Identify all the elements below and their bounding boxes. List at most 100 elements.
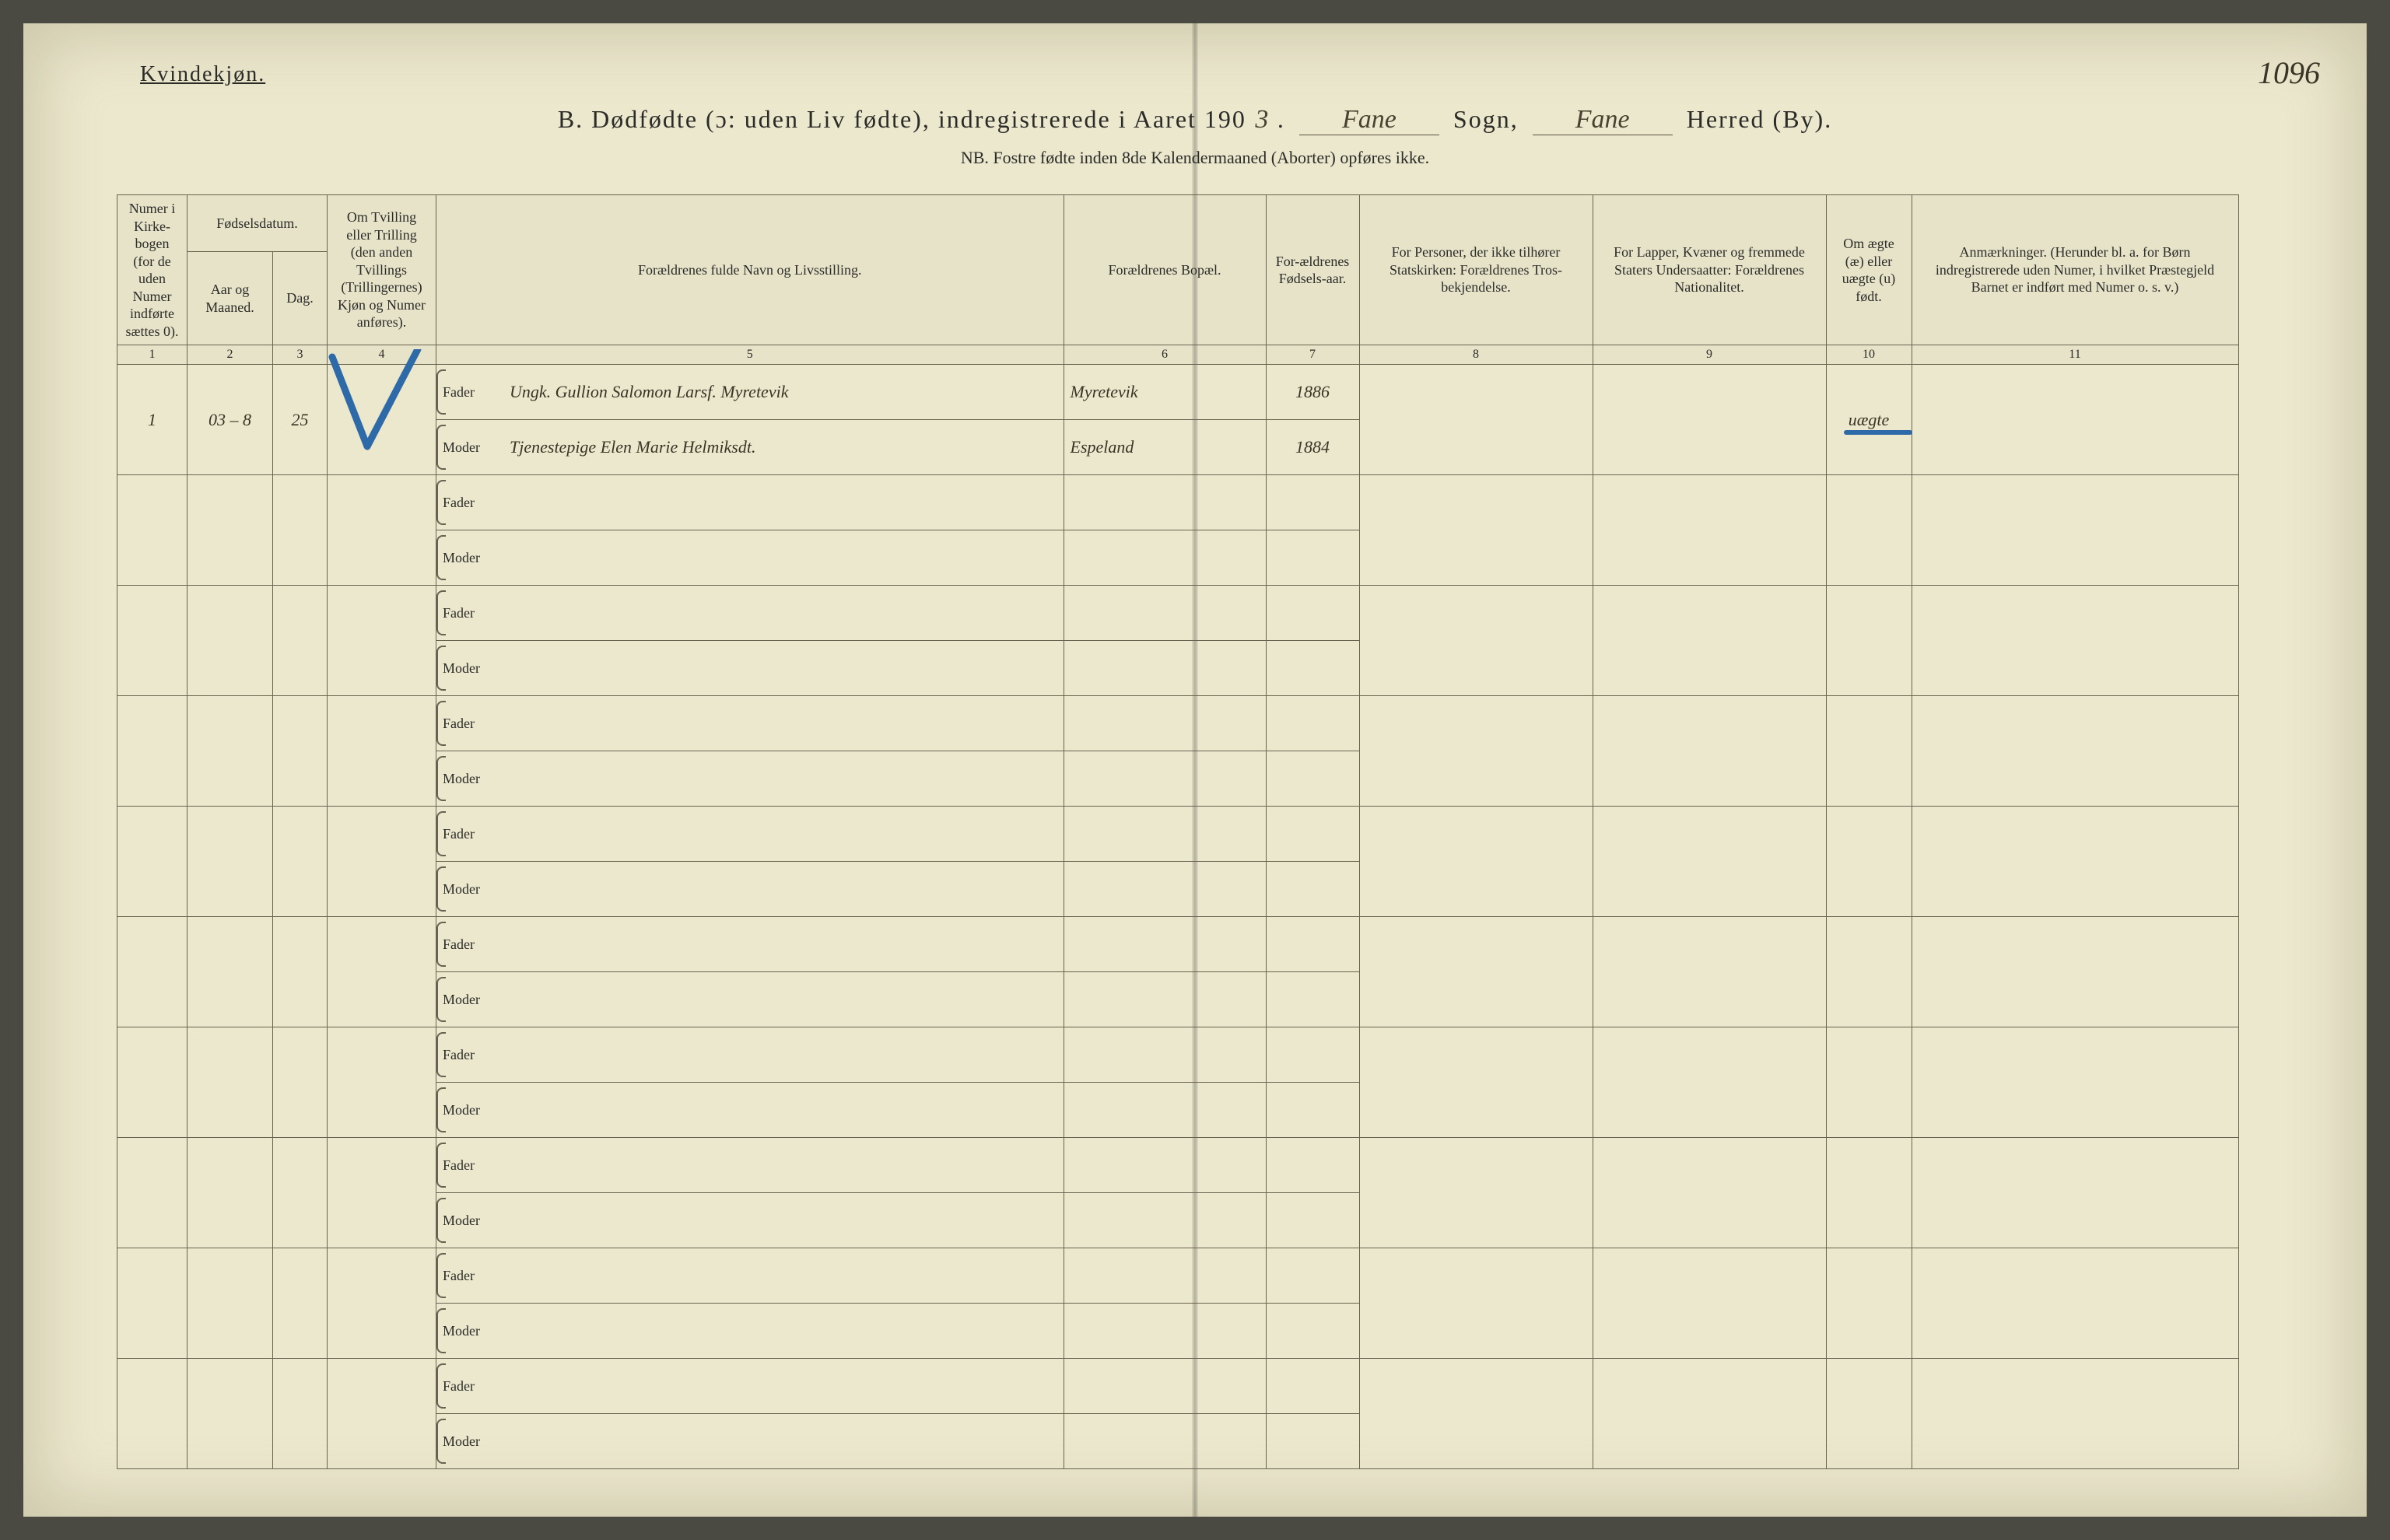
blank-nat — [1593, 1138, 1826, 1248]
blank-twin — [328, 1138, 436, 1248]
blank-moder-aar — [1266, 972, 1359, 1027]
blank-twin — [328, 1027, 436, 1138]
aegte-cell: uægte — [1826, 365, 1912, 475]
blank-moder-name — [503, 530, 1064, 586]
blank-fader-aar — [1266, 475, 1359, 530]
blank-moder-bopel — [1064, 530, 1266, 586]
fader-aar: 1886 — [1266, 365, 1359, 420]
blank-twin — [328, 917, 436, 1027]
blank-anm — [1912, 696, 2238, 807]
blank-twin — [328, 807, 436, 917]
blank-moder-aar — [1266, 641, 1359, 696]
blank-fader-name — [503, 807, 1064, 862]
blank-aar — [187, 1138, 273, 1248]
entry-dag: 25 — [273, 365, 328, 475]
blank-moder-name — [503, 751, 1064, 807]
blank-moder-aar — [1266, 751, 1359, 807]
blank-moder-name — [503, 1083, 1064, 1138]
title-prefix: B. Dødfødte (ɔ: uden Liv fødte), indregi… — [558, 105, 1246, 134]
blank-dag — [273, 1359, 328, 1469]
blank-fader-bopel — [1064, 1359, 1266, 1414]
blank-fader-bopel — [1064, 586, 1266, 641]
blank-anm — [1912, 917, 2238, 1027]
col-10-header: Om ægte (æ) eller uægte (u) født. — [1826, 195, 1912, 345]
blank-fader-name — [503, 1027, 1064, 1083]
blue-check-icon — [324, 349, 426, 458]
blank-moder-name — [503, 862, 1064, 917]
blank-anm — [1912, 475, 2238, 586]
table-head: Numer i Kirke-bogen (for de uden Numer i… — [117, 195, 2239, 365]
blank-aar — [187, 1248, 273, 1359]
moder-label: Moder — [436, 751, 504, 807]
blank-aar — [187, 917, 273, 1027]
blank-fader-name — [503, 696, 1064, 751]
blank-dag — [273, 1138, 328, 1248]
col-2-header-top: Fødselsdatum. — [187, 195, 328, 252]
blank-nat — [1593, 917, 1826, 1027]
ledger-table: Numer i Kirke-bogen (for de uden Numer i… — [117, 194, 2239, 1469]
blank-fader-name — [503, 1138, 1064, 1193]
blank-fader-bopel — [1064, 1138, 1266, 1193]
blank-row-fader: Fader — [117, 1138, 2239, 1193]
col-num-9: 9 — [1593, 345, 1826, 365]
blank-nat — [1593, 1248, 1826, 1359]
entry-num: 1 — [117, 365, 187, 475]
title-period: . — [1277, 105, 1285, 134]
blank-row-fader: Fader — [117, 475, 2239, 530]
col-9-header: For Lapper, Kvæner og fremmede Staters U… — [1593, 195, 1826, 345]
blank-moder-bopel — [1064, 1193, 1266, 1248]
blank-aegte — [1826, 807, 1912, 917]
moder-label: Moder — [436, 1083, 504, 1138]
blank-anm — [1912, 807, 2238, 917]
blank-fader-name — [503, 475, 1064, 530]
blank-fader-name — [503, 1248, 1064, 1304]
ledger-page: Kvindekjøn. 1096 B. Dødfødte (ɔ: uden Li… — [23, 23, 2367, 1517]
blank-fader-name — [503, 917, 1064, 972]
blank-tros — [1359, 696, 1593, 807]
blank-row-fader: Fader — [117, 917, 2239, 972]
fader-label: Fader — [436, 807, 504, 862]
blank-row-fader: Fader — [117, 696, 2239, 751]
blank-moder-bopel — [1064, 641, 1266, 696]
blank-nat — [1593, 1359, 1826, 1469]
fader-bopel: Myretevik — [1064, 365, 1266, 420]
blank-aegte — [1826, 475, 1912, 586]
blank-aegte — [1826, 1359, 1912, 1469]
blank-moder-bopel — [1064, 862, 1266, 917]
blank-aegte — [1826, 917, 1912, 1027]
col-num-10: 10 — [1826, 345, 1912, 365]
blank-fader-aar — [1266, 696, 1359, 751]
blank-fader-bopel — [1064, 475, 1266, 530]
nat-cell — [1593, 365, 1826, 475]
blank-tros — [1359, 807, 1593, 917]
blank-anm — [1912, 1027, 2238, 1138]
blank-row-fader: Fader — [117, 1359, 2239, 1414]
blank-fader-bopel — [1064, 1248, 1266, 1304]
blank-tros — [1359, 1138, 1593, 1248]
blank-num — [117, 696, 187, 807]
blank-nat — [1593, 1027, 1826, 1138]
moder-label: Moder — [436, 862, 504, 917]
blank-moder-bopel — [1064, 1304, 1266, 1359]
fader-name: Ungk. Gullion Salomon Larsf. Myretevik — [503, 365, 1064, 420]
blank-nat — [1593, 696, 1826, 807]
blank-fader-bopel — [1064, 1027, 1266, 1083]
form-title: B. Dødfødte (ɔ: uden Liv fødte), indregi… — [23, 105, 2367, 135]
blank-tros — [1359, 1027, 1593, 1138]
moder-label: Moder — [436, 972, 504, 1027]
fader-label: Fader — [436, 917, 504, 972]
col-2-dag-header: Dag. — [273, 252, 328, 345]
col-2-aar-header: Aar og Maaned. — [187, 252, 273, 345]
blank-aegte — [1826, 696, 1912, 807]
blank-num — [117, 807, 187, 917]
tros-cell — [1359, 365, 1593, 475]
aegte-value: uægte — [1849, 410, 1890, 430]
fader-label: Fader — [436, 1027, 504, 1083]
blank-fader-name — [503, 1359, 1064, 1414]
blank-row-fader: Fader — [117, 1027, 2239, 1083]
fader-label: Fader — [436, 1359, 504, 1414]
nb-note: NB. Fostre fødte inden 8de Kalendermaane… — [23, 148, 2367, 168]
blank-aegte — [1826, 1138, 1912, 1248]
blank-twin — [328, 1248, 436, 1359]
blank-fader-aar — [1266, 1027, 1359, 1083]
